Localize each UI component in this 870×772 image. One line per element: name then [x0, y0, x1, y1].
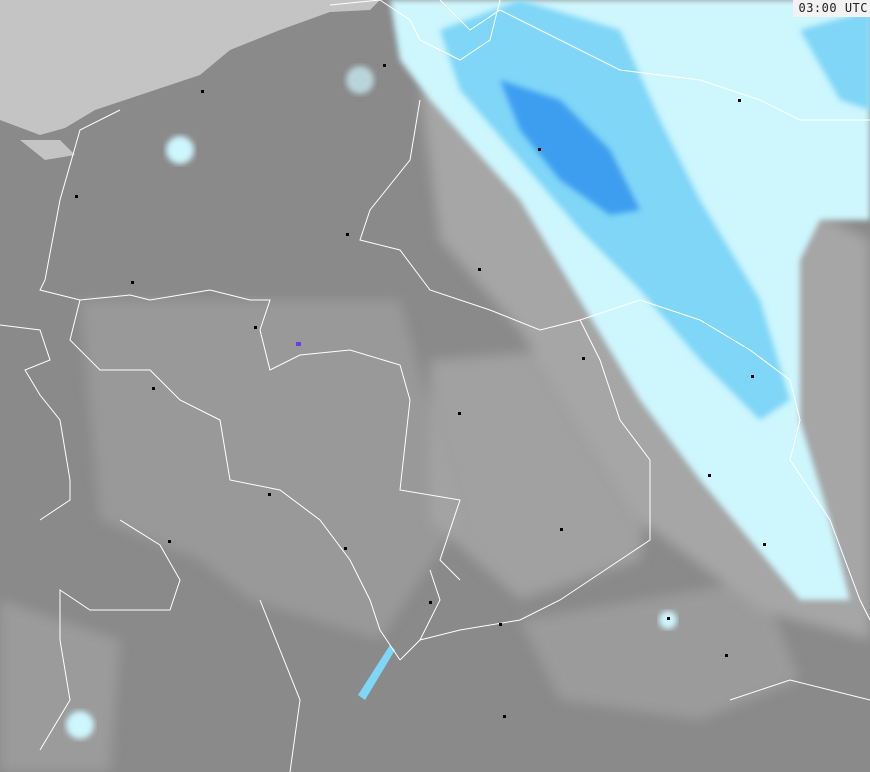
lagoon	[20, 140, 75, 160]
time-label: 03:00 UTC	[793, 0, 870, 17]
baltic-sea	[0, 0, 380, 135]
city-markers	[75, 64, 766, 718]
